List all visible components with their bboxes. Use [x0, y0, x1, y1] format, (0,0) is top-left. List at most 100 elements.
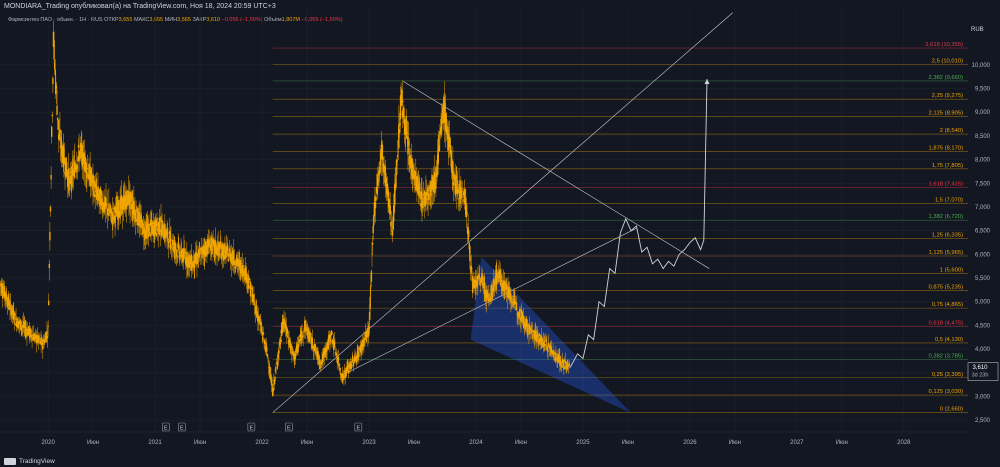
- candle-body: [487, 293, 489, 301]
- candle-body: [521, 320, 523, 321]
- candle-body: [392, 216, 394, 229]
- candle-body: [156, 217, 158, 227]
- candle-body: [436, 166, 438, 175]
- candle-body: [538, 333, 541, 337]
- candle-body: [287, 336, 289, 338]
- candle-body: [180, 249, 183, 258]
- candle-body: [544, 341, 546, 343]
- candle-body: [13, 311, 15, 321]
- candle-body: [77, 144, 80, 148]
- candle-body: [215, 243, 217, 253]
- candle-body: [37, 339, 39, 344]
- candle-body: [471, 276, 473, 282]
- candle-body: [399, 95, 402, 120]
- candle-body: [155, 220, 157, 234]
- candle-body: [396, 155, 399, 158]
- x-tick-label: 2021: [148, 440, 162, 446]
- candle-body: [422, 204, 424, 209]
- candle-body: [222, 248, 224, 259]
- candle-body: [191, 268, 193, 270]
- y-tick-label: 10,000: [972, 63, 991, 69]
- candle-body: [88, 163, 90, 180]
- candle-body: [321, 359, 323, 364]
- candle-body: [145, 224, 148, 239]
- candle-body: [219, 241, 222, 248]
- candle-body: [428, 185, 430, 187]
- candle-body: [512, 295, 515, 297]
- candle-body: [466, 211, 468, 215]
- candle-body: [179, 254, 182, 256]
- candle-body: [86, 168, 89, 169]
- fib-label: 1 (5,600): [940, 267, 963, 273]
- fib-label: 0,5 (4,130): [935, 337, 963, 343]
- candle-body: [551, 350, 554, 355]
- candle-body: [568, 363, 571, 365]
- candle-body: [511, 298, 513, 300]
- candle-body: [364, 339, 366, 340]
- candle-body: [472, 283, 474, 294]
- candle-body: [180, 245, 182, 247]
- candle-body: [488, 293, 491, 295]
- candle-body: [370, 271, 373, 282]
- candle-body: [171, 239, 174, 246]
- candle-body: [266, 347, 268, 352]
- candle-body: [444, 102, 446, 114]
- event-marker: [354, 422, 363, 432]
- candle-body: [228, 254, 230, 257]
- candle-body: [74, 166, 76, 168]
- candle-body: [13, 321, 16, 324]
- low-label: МИН: [164, 17, 178, 23]
- candle-body: [9, 301, 12, 303]
- candle-body: [5, 291, 7, 301]
- symbol-name[interactable]: Фармсинтез ПАО · обыкн. · 1Н · RUS: [8, 17, 103, 23]
- candle-body: [347, 370, 350, 373]
- candle-body: [563, 359, 566, 362]
- candle-body: [332, 339, 334, 345]
- low-value: 3,565: [177, 17, 191, 23]
- fib-label: 1,5 (7,070): [935, 198, 963, 204]
- candle-body: [112, 207, 115, 209]
- candle-body: [262, 332, 265, 335]
- candle-body: [374, 195, 376, 201]
- candle-body: [240, 260, 242, 273]
- candle-body: [312, 346, 314, 349]
- candle-body: [420, 203, 422, 207]
- x-tick-label: 2027: [790, 440, 804, 446]
- candle-body: [341, 374, 343, 383]
- candle-body: [547, 342, 550, 347]
- candle-body: [484, 286, 486, 295]
- candle-body: [266, 353, 269, 357]
- candle-body: [512, 300, 514, 308]
- candle-body: [360, 344, 363, 349]
- change-value: −0,055 (−1,50%): [221, 17, 263, 23]
- y-tick-label: 9,500: [975, 87, 991, 93]
- candle-body: [457, 189, 459, 194]
- candle-body: [254, 301, 256, 303]
- y-tick-label: 7,000: [975, 205, 991, 211]
- y-tick-label: 6,500: [975, 229, 991, 235]
- candle-body: [541, 338, 544, 341]
- candle-body: [246, 273, 248, 283]
- candle-body: [224, 244, 226, 260]
- symbol-legend: Фармсинтез ПАО · обыкн. · 1Н · RUS ОТКР 3…: [8, 17, 343, 23]
- open-label: ОТКР: [104, 17, 119, 23]
- currency-label[interactable]: RUB: [971, 27, 984, 33]
- candle-body: [174, 242, 177, 251]
- candle-body: [458, 183, 460, 193]
- candle-body: [186, 251, 188, 266]
- candle-body: [151, 225, 154, 235]
- candle-body: [150, 219, 152, 226]
- candle-body: [452, 161, 454, 177]
- candle-body: [3, 286, 6, 299]
- fib-label: 2,125 (8,905): [929, 111, 964, 117]
- candle-body: [7, 302, 9, 308]
- close-value: 3,610: [206, 17, 221, 23]
- volume-value: 1,807M: [281, 17, 301, 23]
- candle-body: [457, 198, 460, 200]
- candle-body: [493, 281, 496, 286]
- candle-body: [286, 332, 288, 335]
- candle-body: [55, 83, 57, 95]
- candle-body: [111, 211, 114, 217]
- x-tick-label: Июн: [301, 440, 313, 446]
